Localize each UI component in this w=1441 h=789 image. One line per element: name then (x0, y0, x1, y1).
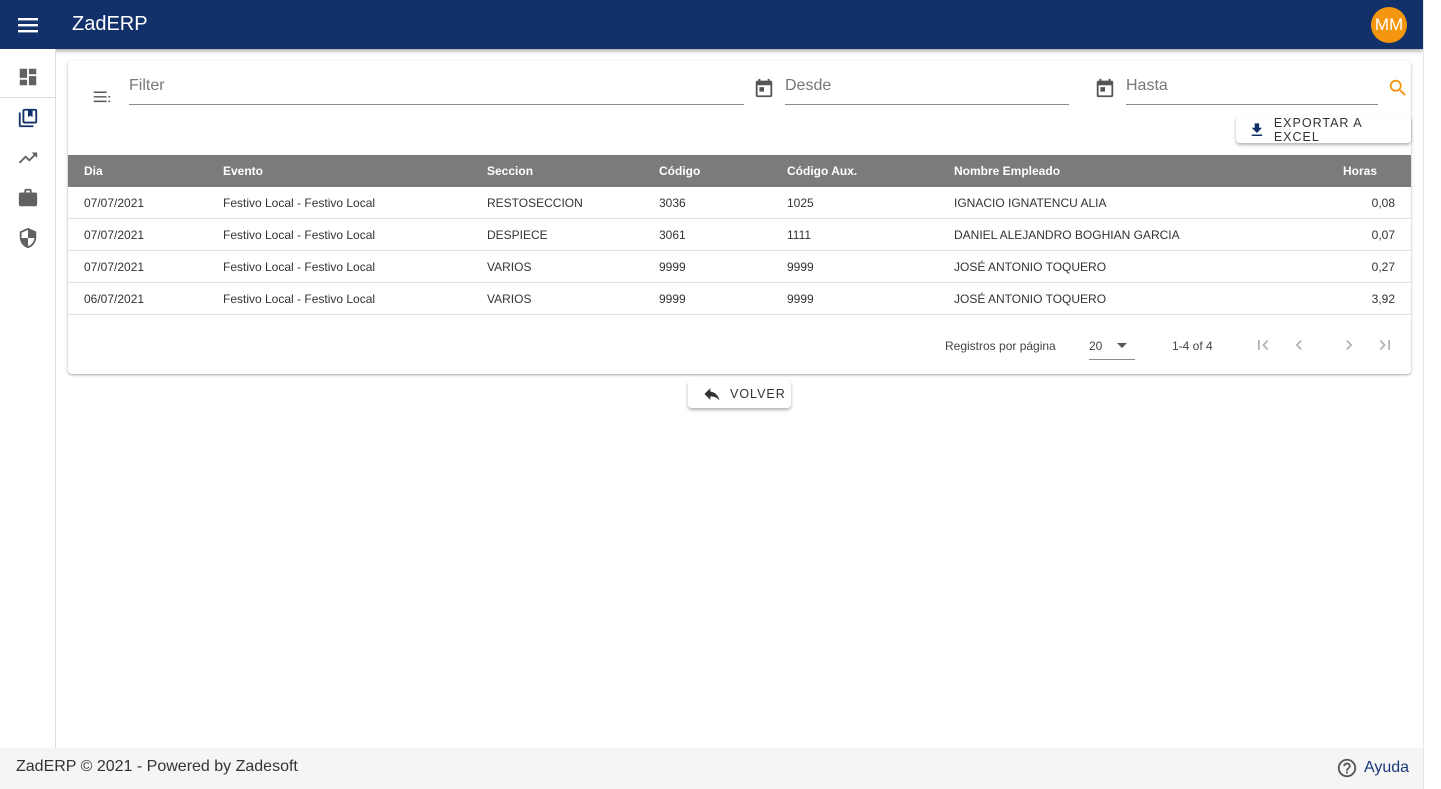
cell-horas: 0,08 (1371, 196, 1395, 210)
filter-field[interactable] (129, 61, 744, 105)
cell-horas: 0,27 (1371, 260, 1395, 274)
menu-icon[interactable] (14, 13, 42, 37)
window-scrollbar[interactable] (1423, 0, 1441, 789)
page-size-value: 20 (1089, 339, 1103, 353)
col-codigo[interactable]: Código (659, 164, 701, 178)
help-label: Ayuda (1364, 759, 1410, 776)
calendar-icon[interactable] (752, 76, 776, 100)
table-header: Dia Evento Seccion Código Código Aux. No… (68, 155, 1411, 187)
cell-nombre: JOSÉ ANTONIO TOQUERO (954, 260, 1107, 274)
download-icon (1251, 122, 1263, 136)
chevron-down-icon (1117, 343, 1127, 348)
export-excel-button[interactable]: EXPORTAR A EXCEL (1236, 115, 1411, 144)
filter-input[interactable] (129, 61, 744, 101)
col-evento[interactable]: Evento (223, 164, 264, 178)
help-link[interactable]: Ayuda (1336, 757, 1409, 779)
cell-dia: 07/07/2021 (84, 196, 145, 210)
cell-seccion: VARIOS (487, 260, 532, 274)
footer-copyright: ZadERP © 2021 - Powered by Zadesoft (16, 758, 298, 775)
sidebar-divider (0, 97, 56, 98)
top-app-bar: ZadERP MM (0, 0, 1423, 49)
previous-page-icon[interactable] (1286, 332, 1312, 358)
dashboard-icon[interactable] (14, 63, 42, 91)
page-size-label: Registros por página (945, 339, 1056, 353)
sidebar (0, 49, 56, 748)
col-seccion[interactable]: Seccion (487, 164, 534, 178)
cell-dia: 07/07/2021 (84, 228, 145, 242)
volver-button[interactable]: VOLVER (688, 380, 791, 408)
page-size-select[interactable]: 20 (1089, 332, 1135, 360)
cell-nombre: IGNACIO IGNATENCU ALIA (954, 196, 1107, 210)
col-codigo-aux[interactable]: Código Aux. (787, 164, 858, 178)
table-row[interactable]: 07/07/2021 Festivo Local - Festivo Local… (68, 251, 1411, 283)
cell-codigo-aux: 1111 (787, 228, 812, 242)
cell-codigo: 3061 (659, 228, 686, 242)
trending-up-icon[interactable] (14, 144, 42, 172)
shield-icon[interactable] (14, 224, 42, 252)
cell-evento: Festivo Local - Festivo Local (223, 260, 376, 274)
user-avatar[interactable]: MM (1371, 7, 1407, 43)
col-horas[interactable]: Horas (1342, 164, 1377, 178)
desde-input[interactable] (785, 61, 1069, 101)
footer: ZadERP © 2021 - Powered by Zadesoft Ayud… (0, 748, 1423, 789)
filter-list-icon (90, 85, 114, 109)
cell-seccion: DESPIECE (487, 228, 548, 242)
cell-codigo-aux: 9999 (787, 260, 814, 274)
reply-icon (704, 388, 720, 401)
hasta-input[interactable] (1126, 61, 1378, 101)
app-title: ZadERP (72, 13, 148, 35)
table-row[interactable]: 07/07/2021 Festivo Local - Festivo Local… (68, 187, 1411, 219)
export-excel-label: EXPORTAR A EXCEL (1273, 115, 1362, 144)
library-books-icon[interactable] (14, 104, 42, 132)
cell-codigo: 9999 (659, 260, 686, 274)
volver-label: VOLVER (730, 387, 786, 401)
paginator: Registros por página 20 1-4 of 4 (68, 319, 1411, 373)
cell-dia: 06/07/2021 (84, 292, 145, 306)
cell-evento: Festivo Local - Festivo Local (223, 228, 376, 242)
col-nombre-empleado[interactable]: Nombre Empleado (954, 164, 1061, 178)
cell-codigo: 9999 (659, 292, 686, 306)
table-row[interactable]: 06/07/2021 Festivo Local - Festivo Local… (68, 283, 1411, 315)
desde-date-field[interactable] (785, 61, 1069, 105)
results-card: EXPORTAR A EXCEL Dia Evento Seccion Códi… (68, 61, 1411, 374)
calendar-icon[interactable] (1093, 76, 1117, 100)
hasta-date-field[interactable] (1126, 61, 1378, 105)
cell-codigo-aux: 9999 (787, 292, 814, 306)
cell-evento: Festivo Local - Festivo Local (223, 196, 376, 210)
cell-seccion: VARIOS (487, 292, 532, 306)
cell-codigo: 3036 (659, 196, 686, 210)
col-dia[interactable]: Dia (84, 164, 103, 178)
cell-nombre: DANIEL ALEJANDRO BOGHIAN GARCIA (954, 228, 1180, 242)
cell-dia: 07/07/2021 (84, 260, 145, 274)
briefcase-icon[interactable] (14, 184, 42, 212)
first-page-icon[interactable] (1250, 332, 1276, 358)
page-range: 1-4 of 4 (1172, 339, 1213, 353)
help-icon (1337, 758, 1357, 778)
cell-horas: 3,92 (1371, 292, 1395, 306)
last-page-icon[interactable] (1372, 332, 1398, 358)
cell-evento: Festivo Local - Festivo Local (223, 292, 376, 306)
cell-nombre: JOSÉ ANTONIO TOQUERO (954, 292, 1107, 306)
cell-codigo-aux: 1025 (787, 196, 814, 210)
table-row[interactable]: 07/07/2021 Festivo Local - Festivo Local… (68, 219, 1411, 251)
search-icon[interactable] (1386, 76, 1410, 100)
next-page-icon[interactable] (1336, 332, 1362, 358)
cell-horas: 0,07 (1371, 228, 1395, 242)
cell-seccion: RESTOSECCION (487, 196, 583, 210)
